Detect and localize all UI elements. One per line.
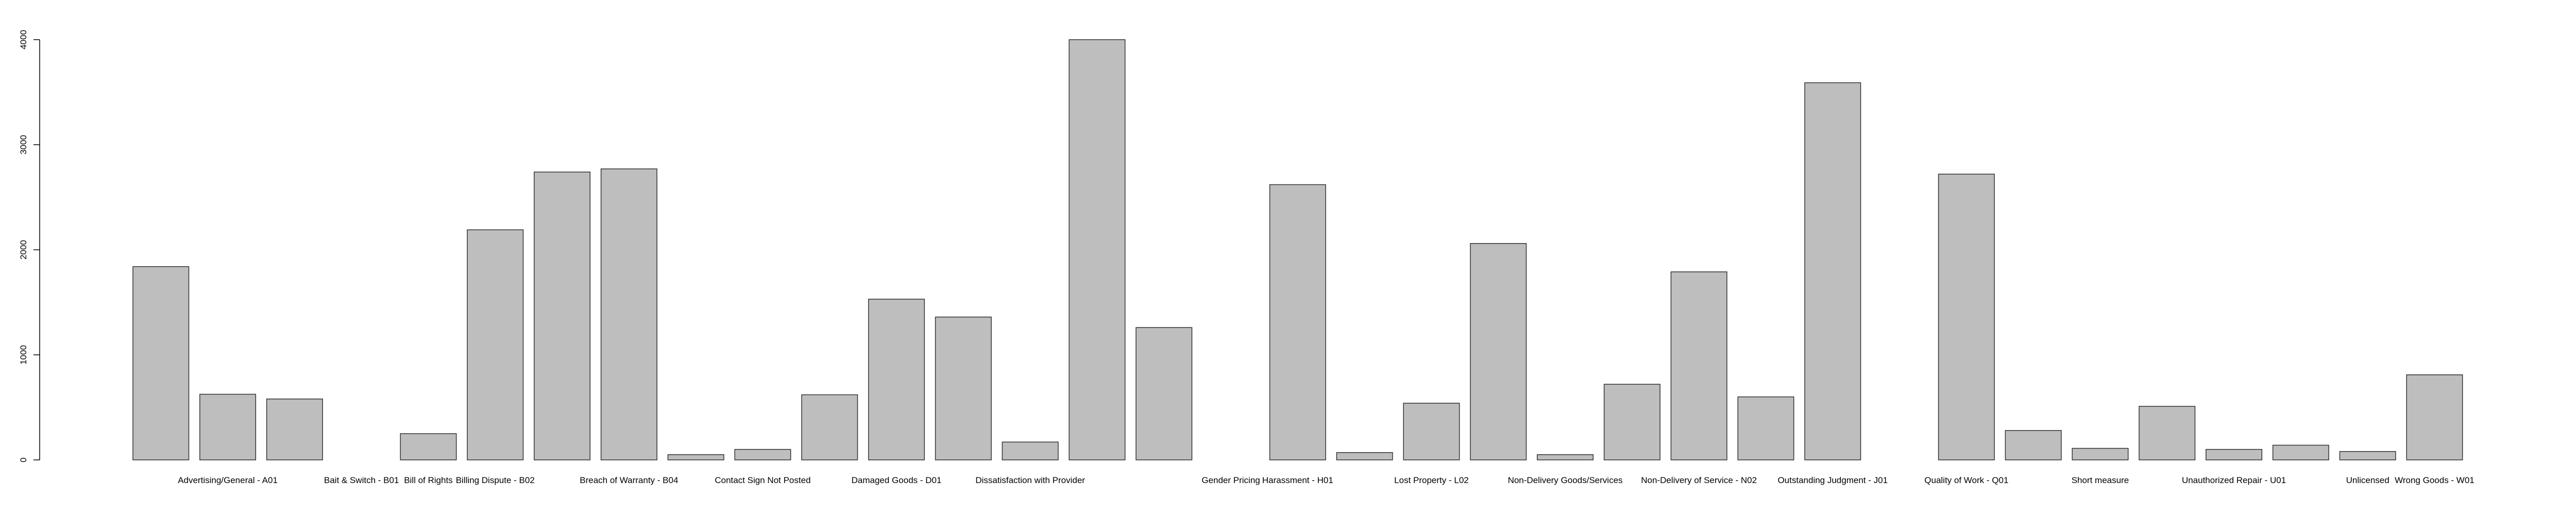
- x-tick-label: Lost Property - L02: [1394, 475, 1469, 485]
- bar: [935, 316, 992, 460]
- x-tick-label: Bait & Switch - B01: [324, 475, 399, 485]
- bar: [868, 299, 925, 460]
- y-tick-label: 3000: [19, 135, 28, 154]
- x-tick-label: Unlicensed: [2346, 475, 2389, 485]
- x-tick-label: Harassment - H01: [1262, 475, 1333, 485]
- x-tick-label: Advertising/General - A01: [178, 475, 278, 485]
- x-tick-label: Non-Delivery of Service - N02: [1641, 475, 1757, 485]
- bar: [1002, 441, 1059, 460]
- x-tick-label: Gender Pricing: [1201, 475, 1260, 485]
- bar: [199, 393, 257, 460]
- y-tick-label: 1000: [19, 345, 28, 365]
- bar: [1336, 452, 1393, 460]
- x-tick-label: Outstanding Judgment - J01: [1777, 475, 1888, 485]
- x-tick-label: Contact Sign Not Posted: [715, 475, 810, 485]
- x-tick-label: Dissatisfaction with Provider: [975, 475, 1085, 485]
- bar: [1069, 39, 1126, 460]
- bar: [667, 454, 724, 460]
- bar: [2139, 406, 2196, 460]
- bar: [266, 398, 323, 460]
- x-tick-label: Short measure: [2072, 475, 2129, 485]
- bar: [1537, 454, 1594, 460]
- x-tick-label: Non-Delivery Goods/Services: [1508, 475, 1623, 485]
- bar: [1269, 184, 1326, 460]
- bar: [1603, 384, 1660, 460]
- bar: [2406, 374, 2463, 460]
- y-tick-label: 0: [19, 457, 28, 462]
- bar: [1403, 403, 1460, 460]
- bar: [132, 266, 190, 460]
- bar: [1136, 327, 1193, 460]
- bar: [2072, 448, 2129, 460]
- bar: [2272, 444, 2329, 460]
- x-tick-label: Quality of Work - Q01: [1924, 475, 2008, 485]
- x-tick-label: Unauthorized Repair - U01: [2182, 475, 2286, 485]
- bar: [600, 168, 657, 460]
- bar: [2339, 451, 2396, 460]
- x-tick-label: Bill of Rights: [404, 475, 452, 485]
- bar: [1670, 271, 1727, 460]
- bar: [801, 394, 858, 460]
- x-tick-label: Damaged Goods - D01: [852, 475, 942, 485]
- bar: [1804, 82, 1861, 460]
- bar: [2206, 449, 2263, 460]
- y-tick-label: 2000: [19, 240, 28, 260]
- bar: [1470, 243, 1527, 460]
- x-tick-label: Wrong Goods - W01: [2395, 475, 2475, 485]
- bar: [467, 229, 524, 460]
- x-tick-label: Breach of Warranty - B04: [580, 475, 678, 485]
- bar: [2005, 430, 2062, 460]
- y-tick-label: 4000: [19, 30, 28, 49]
- bar: [400, 433, 457, 460]
- bar: [1737, 396, 1794, 460]
- bar: [534, 171, 591, 460]
- bar: [1938, 174, 1995, 460]
- x-tick-label: Billing Dispute - B02: [456, 475, 535, 485]
- bar: [734, 449, 791, 460]
